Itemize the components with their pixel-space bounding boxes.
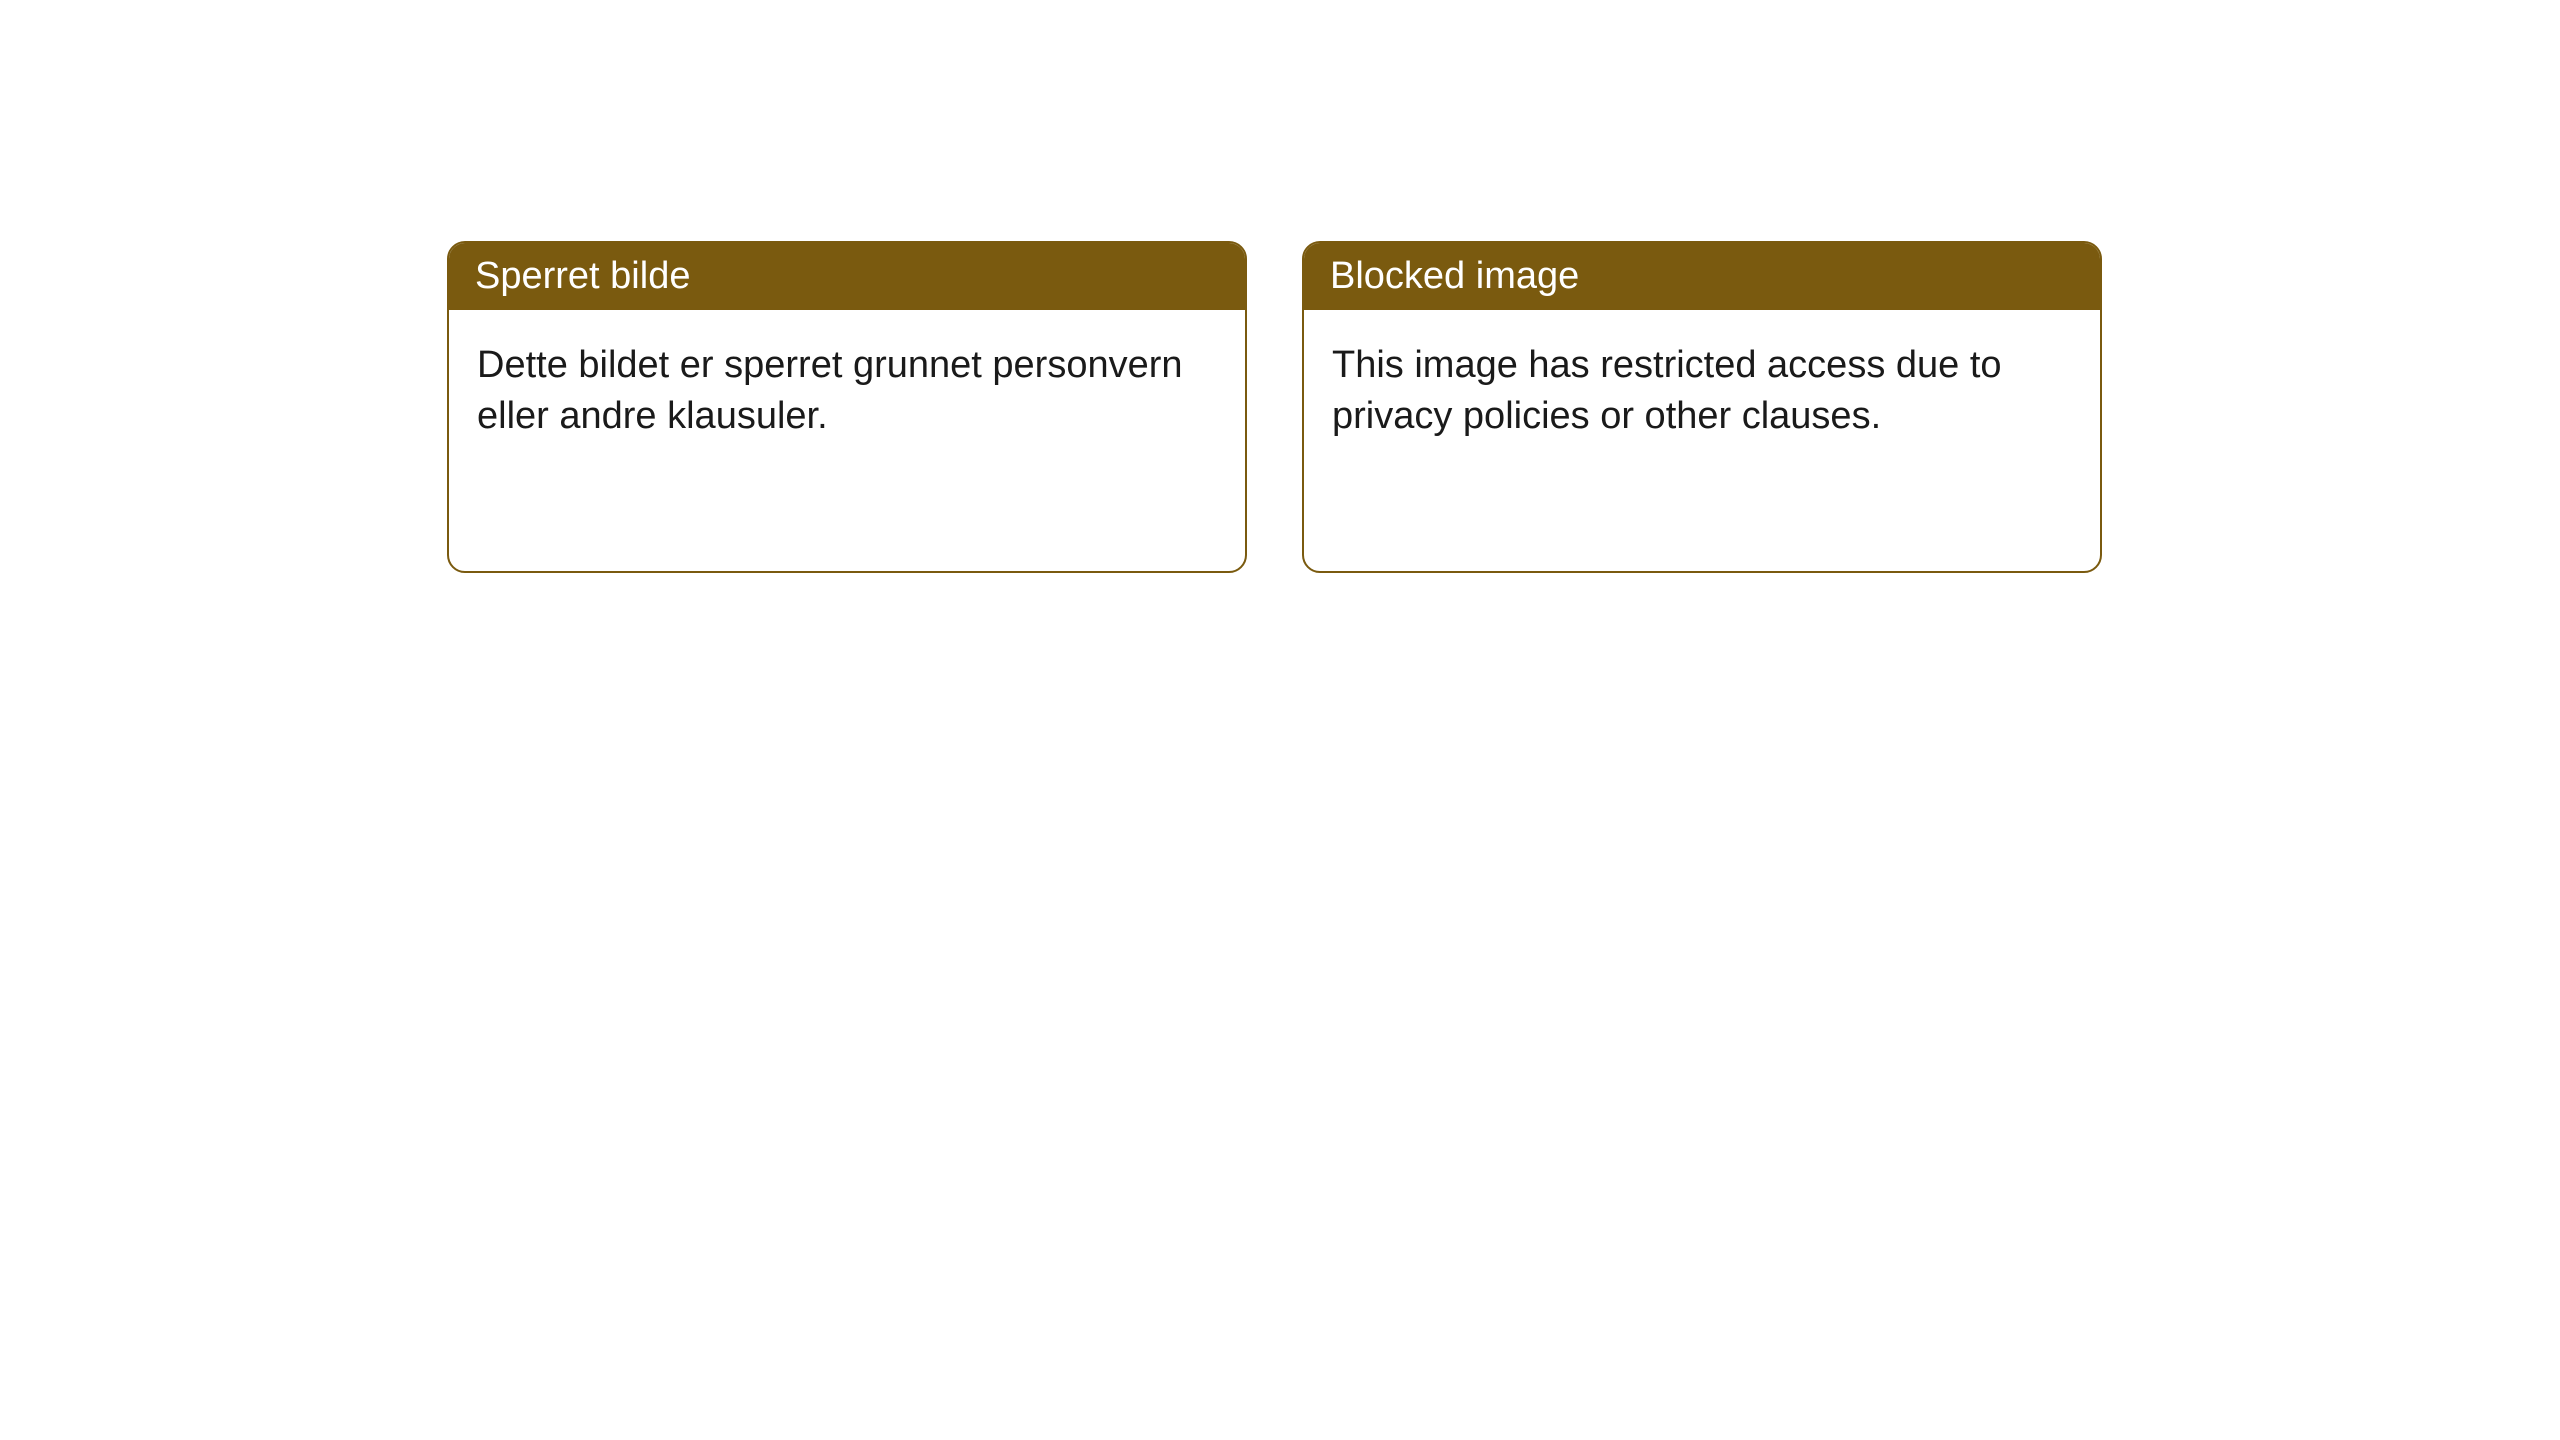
card-body: This image has restricted access due to … (1304, 310, 2100, 473)
notice-container: Sperret bilde Dette bildet er sperret gr… (447, 241, 2102, 573)
card-body: Dette bildet er sperret grunnet personve… (449, 310, 1245, 473)
blocked-image-card-en: Blocked image This image has restricted … (1302, 241, 2102, 573)
card-body-text: Dette bildet er sperret grunnet personve… (477, 344, 1183, 437)
blocked-image-card-no: Sperret bilde Dette bildet er sperret gr… (447, 241, 1247, 573)
card-header: Sperret bilde (449, 243, 1245, 310)
card-body-text: This image has restricted access due to … (1332, 344, 2002, 437)
card-header: Blocked image (1304, 243, 2100, 310)
card-title: Sperret bilde (475, 255, 690, 297)
card-title: Blocked image (1330, 255, 1579, 297)
